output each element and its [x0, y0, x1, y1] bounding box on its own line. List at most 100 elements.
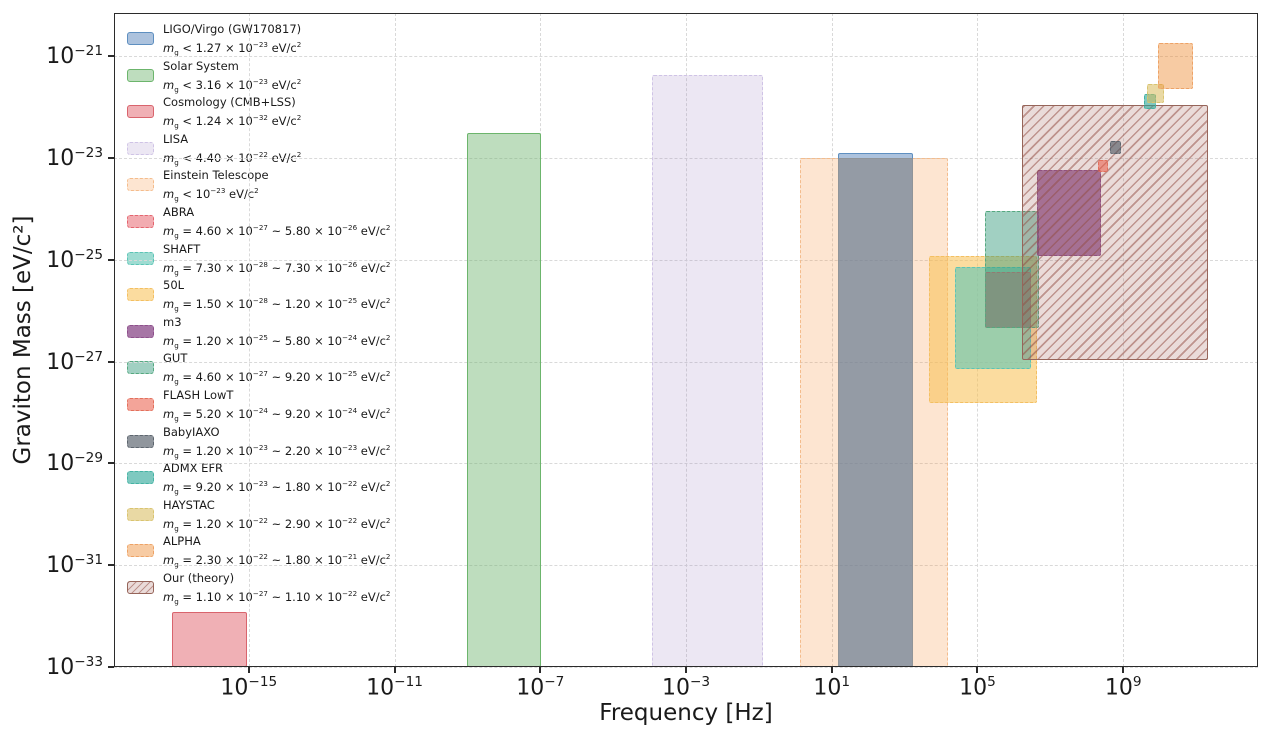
legend-swatch-abra — [127, 214, 154, 228]
region-solar-system — [467, 132, 542, 667]
legend-constraint-cosmology: mg < 1.24 × 10−32 eV/c2 — [163, 113, 302, 131]
legend-label-haystac: HAYSTAC — [163, 497, 215, 512]
x-gridline — [686, 13, 687, 667]
y-gridline — [114, 158, 1258, 160]
y-axis-label: Graviton Mass [eV/c²] — [10, 215, 36, 465]
x-gridline — [394, 13, 396, 667]
y-gridline — [114, 361, 1258, 363]
legend-swatch-gut — [127, 361, 154, 375]
y-tick-mark — [108, 666, 114, 668]
legend-label-alpha: ALPHA — [163, 534, 201, 549]
region-babyiaxo — [1110, 140, 1122, 154]
x-tick-label: 105 — [959, 674, 996, 701]
y-gridline — [114, 56, 1258, 58]
x-tick-label: 101 — [813, 674, 851, 701]
legend-row-babyiaxo: BabyIAXO mg = 1.20 × 10−23 ~ 2.20 × 10−23… — [127, 424, 457, 461]
y-tick-mark — [108, 157, 114, 160]
legend-row-our-theory: Our (theory) mg = 1.10 × 10−27 ~ 1.10 × 1… — [127, 570, 457, 607]
legend-swatch-einstein-telescope — [127, 178, 154, 192]
legend-swatch-admx-efr — [127, 471, 154, 485]
region-einstein-telescope — [799, 158, 949, 667]
legend-swatch-solar-system — [127, 68, 154, 82]
legend-constraint-abra: mg = 4.60 × 10−27 ~ 5.80 × 10−26 eV/c2 — [163, 222, 391, 241]
legend-label-babyiaxo: BabyIAXO — [163, 424, 220, 439]
y-tick-label: 10−25 — [46, 246, 103, 273]
region-cosmology — [172, 611, 247, 667]
legend-row-flash-lowt: FLASH LowT mg = 5.20 × 10−24 ~ 9.20 × 10−… — [127, 387, 457, 424]
legend-label-gut: GUT — [163, 351, 188, 366]
x-tick-label: 10−3 — [661, 674, 711, 701]
x-tick-mark — [685, 667, 687, 673]
legend-swatch-m3 — [127, 324, 154, 338]
region-flash-lowt — [1098, 160, 1109, 173]
y-gridline — [114, 463, 1258, 465]
legend-row-shaft: SHAFT mg = 7.30 × 10−28 ~ 7.30 × 10−26 eV… — [127, 241, 457, 278]
legend-swatch-ligo-virgo — [127, 32, 154, 45]
legend-constraint-50l: mg = 1.50 × 10−28 ~ 1.20 × 10−25 eV/c2 — [163, 296, 391, 314]
y-tick-label: 10−23 — [46, 144, 103, 172]
region-ligo-band — [837, 158, 913, 667]
y-tick-label: 10−29 — [46, 450, 103, 477]
y-tick-label: 10−31 — [46, 552, 103, 579]
legend-swatch-alpha — [127, 544, 154, 558]
legend-label-admx-efr: ADMX EFR — [163, 461, 224, 476]
x-tick-label: 109 — [1104, 674, 1142, 701]
x-gridline — [831, 13, 833, 667]
y-tick-label: 10−27 — [46, 348, 103, 375]
x-tick-mark — [1122, 667, 1125, 673]
legend-swatch-shaft — [127, 251, 154, 265]
y-tick-mark — [108, 564, 114, 567]
legend-constraint-alpha: mg = 2.30 × 10−22 ~ 1.80 × 10−21 eV/c2 — [163, 552, 391, 570]
legend-row-einstein-telescope: Einstein Telescope mg < 10−23 eV/c2 — [127, 167, 457, 204]
x-tick-label: 10−7 — [516, 674, 565, 701]
legend-constraint-admx-efr: mg = 9.20 × 10−23 ~ 1.80 × 10−22 eV/c2 — [163, 479, 391, 497]
x-tick-label: 10−11 — [366, 674, 423, 701]
y-tick-mark — [108, 55, 114, 58]
legend-constraint-shaft: mg = 7.30 × 10−28 ~ 7.30 × 10−26 eV/c2 — [163, 259, 391, 277]
legend-constraint-our-theory: mg = 1.10 × 10−27 ~ 1.10 × 10−22 eV/c2 — [163, 588, 391, 607]
legend-row-ligo-virgo: LIGO/Virgo (GW170817) mg < 1.27 × 10−23 e… — [127, 21, 457, 58]
legend-row-50l: 50L mg = 1.50 × 10−28 ~ 1.20 × 10−25 eV/c… — [127, 277, 457, 314]
legend-constraint-lisa: mg < 4.40 × 10−22 eV/c2 — [163, 149, 302, 167]
region-lisa — [652, 74, 763, 667]
region-alpha — [1158, 43, 1194, 89]
x-tick-mark — [976, 667, 979, 673]
legend-swatch-cosmology — [127, 105, 154, 119]
legend-row-gut: GUT mg = 4.60 × 10−27 ~ 9.20 × 10−25 eV/c… — [127, 350, 457, 387]
legend-row-m3: m3 mg = 1.20 × 10−25 ~ 5.80 × 10−24 eV/c2 — [127, 314, 457, 351]
legend-swatch-our-theory — [127, 580, 154, 594]
x-tick-mark — [539, 667, 542, 673]
legend-swatch-lisa — [127, 141, 154, 155]
legend-label-abra: ABRA — [163, 204, 195, 219]
legend-constraint-gut: mg = 4.60 × 10−27 ~ 9.20 × 10−25 eV/c2 — [163, 369, 391, 387]
legend-swatch-haystac — [127, 507, 154, 521]
legend-row-admx-efr: ADMX EFR mg = 9.20 × 10−23 ~ 1.80 × 10−22… — [127, 460, 457, 497]
legend-label-m3: m3 — [163, 314, 182, 329]
region-ligo-virgo — [837, 152, 913, 667]
x-tick-mark — [393, 667, 396, 673]
legend-label-shaft: SHAFT — [163, 241, 201, 256]
legend-row-abra: ABRA mg = 4.60 × 10−27 ~ 5.80 × 10−26 eV/… — [127, 204, 457, 241]
legend-label-lisa: LISA — [163, 131, 189, 146]
x-axis-label: Frequency [Hz] — [599, 700, 773, 726]
legend-row-solar-system: Solar System mg < 3.16 × 10−23 eV/c2 — [127, 58, 457, 95]
y-tick-mark — [108, 462, 114, 465]
x-tick-label: 10−15 — [220, 674, 278, 701]
legend-label-50l: 50L — [163, 278, 185, 293]
legend-constraint-haystac: mg = 1.20 × 10−22 ~ 2.90 × 10−22 eV/c2 — [163, 515, 391, 533]
legend-constraint-flash-lowt: mg = 5.20 × 10−24 ~ 9.20 × 10−24 eV/c2 — [163, 405, 391, 424]
y-gridline — [114, 259, 1258, 261]
legend-row-cosmology: Cosmology (CMB+LSS) mg < 1.24 × 10−32 eV/… — [127, 94, 457, 131]
y-tick-label: 10−21 — [46, 43, 103, 70]
legend-label-our-theory: Our (theory) — [163, 570, 235, 585]
y-tick-label: 10−33 — [46, 653, 103, 681]
legend: LIGO/Virgo (GW170817) mg < 1.27 × 10−23 e… — [127, 21, 457, 607]
y-gridline — [114, 565, 1258, 567]
y-tick-mark — [108, 258, 114, 261]
legend-swatch-flash-lowt — [127, 397, 154, 411]
legend-label-cosmology: Cosmology (CMB+LSS) — [163, 95, 296, 110]
legend-label-einstein-telescope: Einstein Telescope — [163, 168, 269, 183]
legend-constraint-einstein-telescope: mg < 10−23 eV/c2 — [163, 186, 259, 204]
legend-row-alpha: ALPHA mg = 2.30 × 10−22 ~ 1.80 × 10−21 eV… — [127, 533, 457, 570]
